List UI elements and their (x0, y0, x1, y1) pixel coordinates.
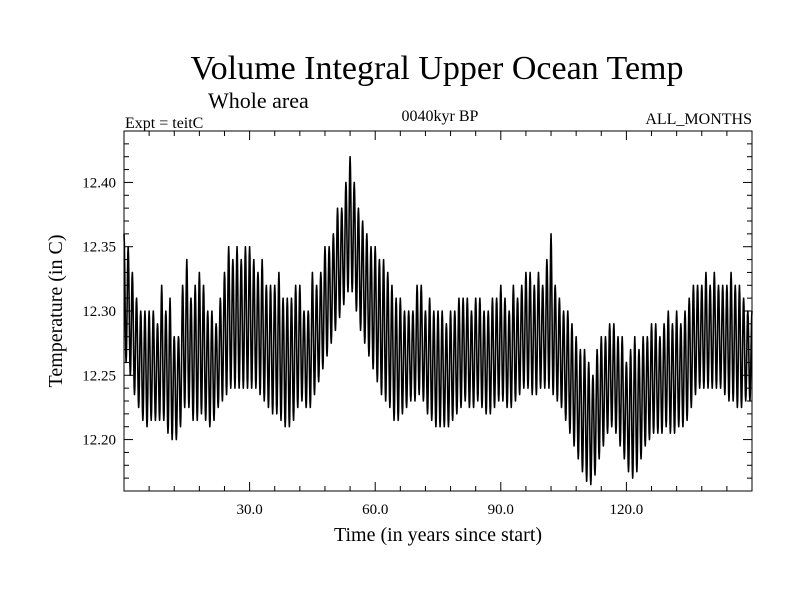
x-tick-label: 90.0 (488, 502, 514, 518)
y-tick-label: 12.35 (82, 240, 116, 256)
y-tick-label: 12.30 (82, 304, 116, 320)
annotation-experiment: Expt = teitC (125, 115, 203, 132)
annotation-months: ALL_MONTHS (645, 111, 752, 128)
y-tick-label: 12.20 (82, 433, 116, 449)
annotation-period: 0040kyr BP (402, 108, 479, 125)
x-tick-label: 30.0 (236, 502, 262, 518)
temperature-series-line (123, 155, 753, 486)
chart-subtitle: Whole area (208, 88, 309, 113)
y-axis-label: Temperature (in C) (45, 235, 67, 388)
x-tick-label: 60.0 (362, 502, 388, 518)
y-tick-label: 12.40 (82, 175, 116, 191)
y-tick-label: 12.25 (82, 368, 116, 384)
x-tick-label: 120.0 (610, 502, 644, 518)
chart-title: Volume Integral Upper Ocean Temp (191, 50, 684, 87)
series-layer (123, 155, 753, 486)
axis-layer: 30.0 60.0 90.0 120.0 12.20 12.25 12.30 12.35 12.… (82, 131, 752, 518)
x-axis-label: Time (in years since start) (334, 524, 542, 546)
